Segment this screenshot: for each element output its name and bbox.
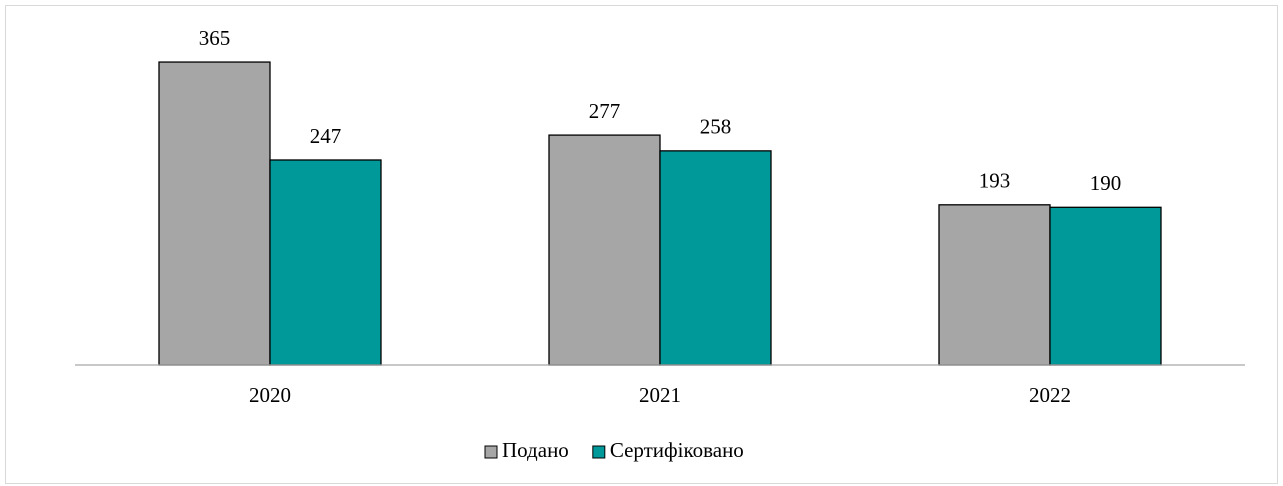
data-label: 365 (199, 26, 231, 50)
data-label: 247 (310, 124, 342, 148)
bar (938, 204, 1051, 366)
bar (548, 134, 661, 366)
bar (158, 61, 271, 366)
x-tick-label: 2021 (639, 383, 681, 407)
x-tick-label: 2020 (249, 383, 291, 407)
legend-label: Сертифіковано (610, 438, 744, 462)
legend-label: Подано (502, 438, 569, 462)
data-label: 277 (589, 99, 621, 123)
x-tick-label: 2022 (1029, 383, 1071, 407)
data-label: 190 (1090, 171, 1122, 195)
bar (269, 159, 382, 366)
data-label: 258 (700, 115, 732, 139)
bar (659, 150, 772, 366)
legend-swatch (484, 445, 498, 459)
bar (1049, 206, 1162, 366)
data-label: 193 (979, 169, 1011, 193)
legend-swatch (592, 445, 606, 459)
